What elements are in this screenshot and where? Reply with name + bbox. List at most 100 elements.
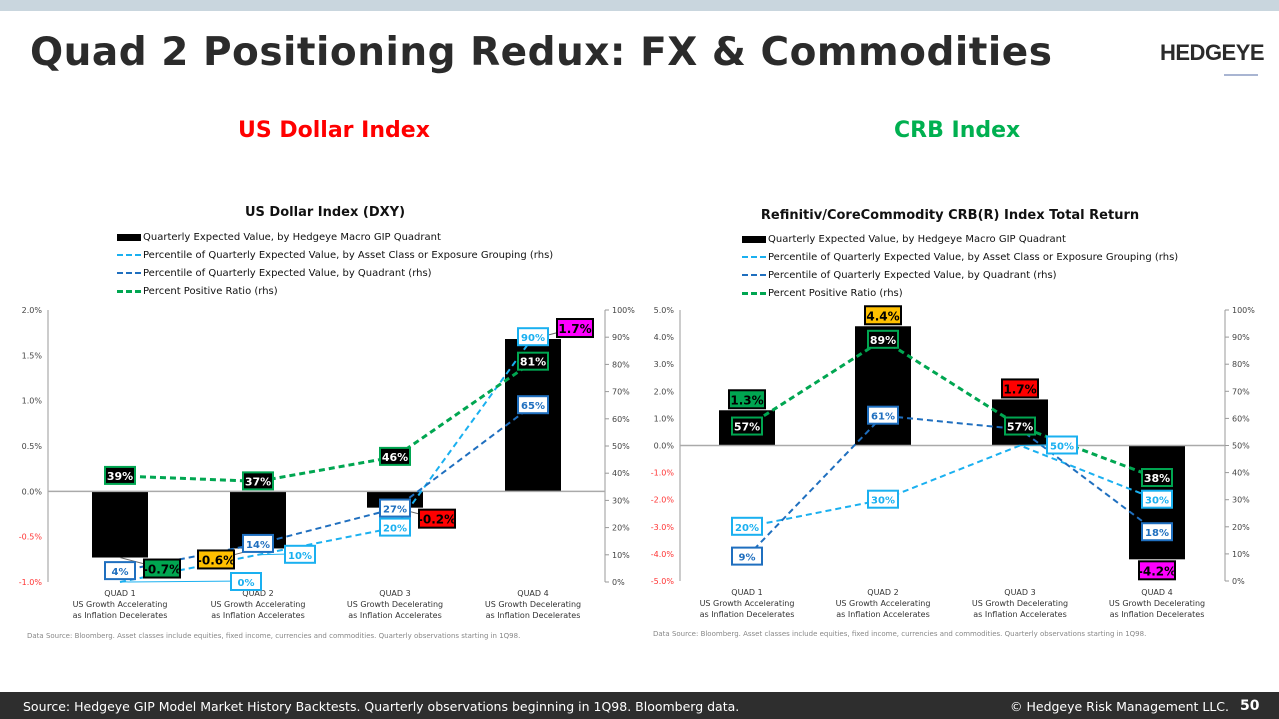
legend-dxy: Quarterly Expected Value, by Hedgeye Mac… xyxy=(117,228,553,300)
point-label-box xyxy=(1004,416,1036,436)
legend-item-bars: Quarterly Expected Value, by Hedgeye Mac… xyxy=(117,228,553,246)
y2-tick-label: 10% xyxy=(1232,550,1250,559)
y2-tick-label: 20% xyxy=(1232,523,1250,532)
y2-tick-label: 20% xyxy=(612,524,630,533)
legend-label: Percentile of Quarterly Expected Value, … xyxy=(143,267,432,279)
point-label-box xyxy=(517,395,549,415)
y-tick-label: 0.5% xyxy=(22,442,43,451)
section-title-usd: US Dollar Index xyxy=(238,118,430,143)
category-label: as Inflation Accelerates xyxy=(348,611,441,620)
bar-label-box xyxy=(1138,560,1176,581)
y-tick-label: -2.0% xyxy=(651,496,675,505)
y2-tick-label: 50% xyxy=(612,442,630,451)
y2-tick-label: 100% xyxy=(612,306,635,315)
series-line-quad_pct xyxy=(746,414,1158,558)
y2-tick-label: 100% xyxy=(1232,306,1255,315)
legend-item-asset-pct: Percentile of Quarterly Expected Value, … xyxy=(117,246,553,264)
y2-tick-label: 40% xyxy=(1232,469,1250,478)
y-tick-label: 3.0% xyxy=(654,360,675,369)
category-label: as Inflation Accelerates xyxy=(211,611,304,620)
legend-item-quad-pct: Percentile of Quarterly Expected Value, … xyxy=(742,266,1178,284)
page-title: Quad 2 Positioning Redux: FX & Commoditi… xyxy=(30,30,1053,75)
bar-label-box xyxy=(197,549,235,570)
category-label: QUAD 1 xyxy=(731,588,762,597)
point-label-box xyxy=(104,465,136,485)
leader-line xyxy=(119,580,247,583)
legend-label: Percent Positive Ratio (rhs) xyxy=(768,287,903,299)
y2-tick-label: 80% xyxy=(612,360,630,369)
point-label-box xyxy=(731,416,763,436)
point-label-box xyxy=(379,446,411,466)
point-label-box xyxy=(867,329,899,349)
y2-tick-label: 60% xyxy=(1232,414,1250,423)
point-label-box xyxy=(284,544,316,564)
category-label: US Growth Accelerating xyxy=(700,599,795,608)
category-label: US Growth Decelerating xyxy=(972,599,1068,608)
point-label-box xyxy=(242,471,274,491)
y2-tick-label: 60% xyxy=(612,415,630,424)
y-tick-label: -1.0% xyxy=(19,578,43,587)
bar-quad-1 xyxy=(92,491,148,558)
y2-tick-label: 10% xyxy=(612,551,630,560)
legend-item-bars: Quarterly Expected Value, by Hedgeye Mac… xyxy=(742,230,1178,248)
y-tick-label: 4.0% xyxy=(654,333,675,342)
point-label-box xyxy=(104,561,136,581)
legend-item-pos-ratio: Percent Positive Ratio (rhs) xyxy=(117,282,553,300)
y-tick-label: 1.0% xyxy=(22,397,43,406)
category-label: QUAD 4 xyxy=(1141,588,1172,597)
legend-label: Quarterly Expected Value, by Hedgeye Mac… xyxy=(143,231,441,243)
legend-item-quad-pct: Percentile of Quarterly Expected Value, … xyxy=(117,264,553,282)
category-label: QUAD 1 xyxy=(104,589,135,598)
y-tick-label: 2.0% xyxy=(22,306,43,315)
point-label-pos_ratio: 38% xyxy=(1144,472,1170,485)
point-label-quad_pct: 14% xyxy=(246,540,270,551)
point-label-quad_pct: 4% xyxy=(112,567,129,578)
point-label-box xyxy=(379,517,411,537)
point-label-quad_pct: 18% xyxy=(1145,528,1169,539)
chart-title-crb: Refinitiv/CoreCommodity CRB(R) Index Tot… xyxy=(760,208,1140,223)
legend-label: Percentile of Quarterly Expected Value, … xyxy=(768,269,1057,281)
bar-value-label: 1.7% xyxy=(1003,382,1036,396)
category-label: as Inflation Accelerates xyxy=(836,610,929,619)
point-label-quad_pct: 65% xyxy=(521,401,545,412)
category-label: US Growth Accelerating xyxy=(73,600,168,609)
category-label: US Growth Decelerating xyxy=(347,600,443,609)
y-tick-label: 0.0% xyxy=(654,442,675,451)
point-label-asset_pct: 0% xyxy=(238,578,255,589)
point-label-asset_pct: 10% xyxy=(288,551,312,562)
category-label: QUAD 2 xyxy=(867,588,898,597)
point-label-quad_pct: 9% xyxy=(739,553,756,564)
category-label: QUAD 3 xyxy=(1004,588,1035,597)
y-tick-label: 0.0% xyxy=(22,487,43,496)
category-label: US Growth Decelerating xyxy=(485,600,581,609)
category-label: QUAD 2 xyxy=(242,589,273,598)
point-label-box xyxy=(242,533,274,553)
point-label-asset_pct: 90% xyxy=(521,333,545,344)
y2-tick-label: 0% xyxy=(612,578,625,587)
y-tick-label: -5.0% xyxy=(651,577,675,586)
point-label-box xyxy=(867,489,899,509)
top-bar xyxy=(0,0,1279,11)
bar-value-label: 1.3% xyxy=(730,393,763,407)
y2-tick-label: 50% xyxy=(1232,442,1250,451)
point-label-box xyxy=(1141,468,1173,488)
y-tick-label: -3.0% xyxy=(651,523,675,532)
legend-label: Percentile of Quarterly Expected Value, … xyxy=(768,251,1179,263)
point-label-asset_pct: 20% xyxy=(383,524,407,535)
point-label-pos_ratio: 37% xyxy=(245,475,271,488)
bar-label-box xyxy=(418,508,456,529)
point-label-asset_pct: 50% xyxy=(1050,442,1074,453)
legend-label: Quarterly Expected Value, by Hedgeye Mac… xyxy=(768,233,1066,245)
y-tick-label: -0.5% xyxy=(19,533,43,542)
point-label-pos_ratio: 57% xyxy=(734,421,760,434)
bar-value-label: 4.4% xyxy=(866,309,899,323)
category-label: US Growth Accelerating xyxy=(211,600,306,609)
category-label: as Inflation Decelerates xyxy=(1110,610,1205,619)
y-tick-label: 5.0% xyxy=(654,306,675,315)
bar-label-box xyxy=(728,389,766,410)
category-label: as Inflation Decelerates xyxy=(486,611,581,620)
point-label-asset_pct: 20% xyxy=(735,523,759,534)
legend-item-asset-pct: Percentile of Quarterly Expected Value, … xyxy=(742,248,1178,266)
y2-tick-label: 80% xyxy=(1232,360,1250,369)
y-tick-label: -1.0% xyxy=(651,469,675,478)
